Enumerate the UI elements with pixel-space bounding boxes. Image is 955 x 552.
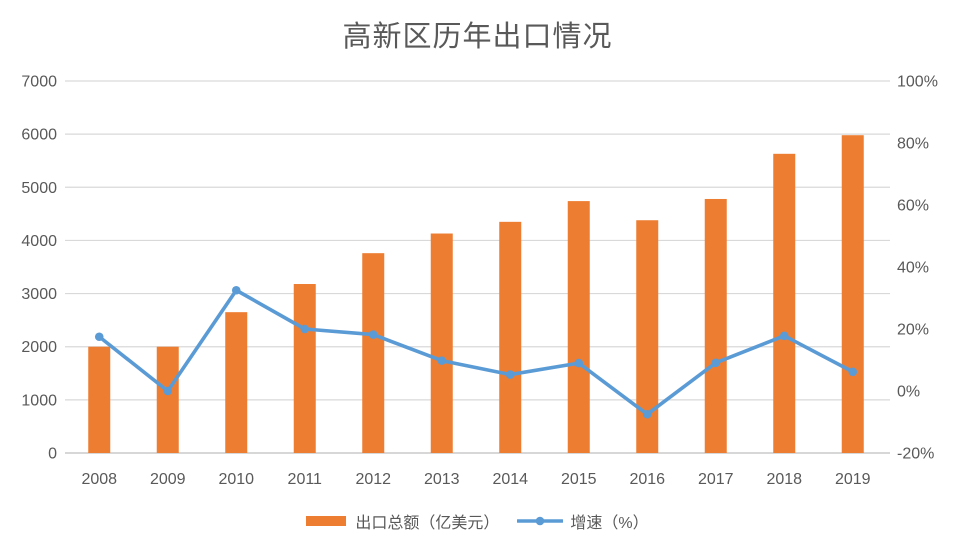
x-axis-label: 2008 xyxy=(81,471,117,488)
legend-line-swatch-icon xyxy=(517,516,564,526)
legend-bar-swatch-icon xyxy=(306,516,347,526)
left-axis-tick-label: 7000 xyxy=(21,74,57,91)
growth-marker-2019 xyxy=(848,367,858,377)
x-axis-label: 2015 xyxy=(561,471,597,488)
bar-2008 xyxy=(88,346,111,453)
growth-marker-2011 xyxy=(300,324,310,334)
bar-2009 xyxy=(156,346,179,453)
x-axis-label: 2009 xyxy=(150,471,186,488)
legend-item-exports: 出口总额（亿美元） xyxy=(306,509,499,533)
growth-marker-2010 xyxy=(231,285,241,295)
right-axis-tick-label: -20% xyxy=(897,446,934,463)
legend-line-label: 增速（%） xyxy=(570,515,649,532)
left-axis-tick-label: 2000 xyxy=(21,339,57,356)
growth-marker-2009 xyxy=(163,386,173,396)
right-axis-tick-label: 100% xyxy=(897,74,938,91)
left-axis-tick-label: 4000 xyxy=(21,233,57,250)
x-axis-label: 2010 xyxy=(218,471,254,488)
left-axis-tick-label: 3000 xyxy=(21,286,57,303)
growth-line xyxy=(97,288,855,417)
x-axis-label: 2017 xyxy=(698,471,734,488)
growth-marker-2012 xyxy=(368,330,378,339)
x-axis-label: 2018 xyxy=(766,471,802,488)
bar-2017 xyxy=(704,198,727,453)
growth-marker-2015 xyxy=(574,358,584,368)
growth-marker-2013 xyxy=(437,356,447,365)
chart-title: 高新区历年出口情况 xyxy=(342,21,613,53)
bar-2013 xyxy=(430,233,453,453)
bar-2011 xyxy=(293,284,316,453)
x-axis-label: 2019 xyxy=(835,471,871,488)
bar-2015 xyxy=(567,201,590,453)
right-axis-tick-label: 40% xyxy=(897,260,929,277)
left-axis-tick-label: 1000 xyxy=(21,392,57,409)
bar-2012 xyxy=(362,253,385,453)
legend: 出口总额（亿美元） 增速（%） xyxy=(0,509,955,533)
growth-marker-2016 xyxy=(642,409,652,419)
growth-marker-2014 xyxy=(505,370,515,379)
right-axis-tick-label: 60% xyxy=(897,198,929,215)
legend-bar-label: 出口总额（亿美元） xyxy=(355,515,500,532)
bar-2016 xyxy=(636,220,659,453)
bar-2010 xyxy=(225,312,248,453)
right-axis-tick-label: 0% xyxy=(897,384,920,401)
x-axis-label: 2013 xyxy=(424,471,460,488)
legend-item-growth: 增速（%） xyxy=(517,509,649,533)
x-axis-label: 2016 xyxy=(629,471,665,488)
left-axis-tick-label: 0 xyxy=(48,446,57,463)
growth-marker-2018 xyxy=(779,331,789,341)
left-axis-tick-label: 5000 xyxy=(21,180,57,197)
x-axis-label: 2012 xyxy=(355,471,391,488)
left-axis-tick-label: 6000 xyxy=(21,127,57,144)
bar-2014 xyxy=(499,221,522,453)
growth-marker-2008 xyxy=(94,332,104,342)
x-axis-label: 2014 xyxy=(492,471,528,488)
bar-2018 xyxy=(773,153,796,453)
growth-marker-2017 xyxy=(711,358,721,368)
bar-2019 xyxy=(841,135,864,453)
right-axis-tick-label: 20% xyxy=(897,322,929,339)
x-axis-label: 2011 xyxy=(288,471,323,488)
right-axis-tick-label: 80% xyxy=(897,136,929,153)
legend-line-dot xyxy=(536,516,545,526)
